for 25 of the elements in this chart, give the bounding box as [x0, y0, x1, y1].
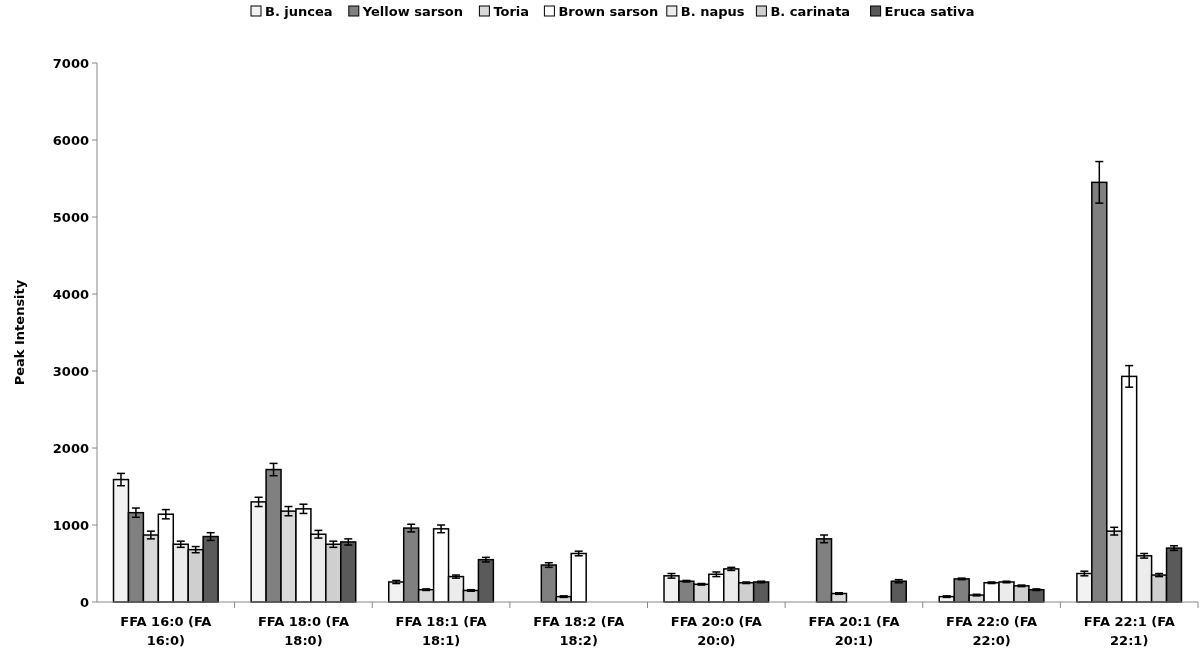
legend-label: B. napus: [680, 4, 745, 19]
x-tick-label: FFA 18:2 (FA 18:2): [533, 614, 625, 648]
legend-label: B. juncea: [265, 4, 333, 19]
x-tick-label: FFA 20:1 (FA 20:1): [808, 614, 900, 648]
x-tick-label: FFA 20:0 (FA 20:0): [670, 614, 762, 648]
y-tick-label: 2000: [52, 440, 89, 456]
y-tick-label: 3000: [52, 363, 89, 379]
y-tick-label: 4000: [52, 286, 89, 302]
x-tick-label: FFA 22:0 (FA 22:0): [946, 614, 1038, 648]
y-tick-label: 6000: [52, 132, 89, 148]
y-tick-label: 1000: [52, 517, 89, 533]
legend-label: Yellow sarson: [361, 4, 464, 19]
legend-label: Eruca sativa: [884, 4, 975, 19]
bar: [890, 580, 907, 603]
x-tick-label: FFA 18:1 (FA 18:1): [395, 614, 487, 648]
x-tick-label: FFA 16:0 (FA 16:0): [120, 614, 212, 648]
legend-label: B. carinata: [770, 4, 851, 19]
legend-label: Brown sarson: [558, 4, 659, 19]
legend-label: Toria: [493, 4, 530, 19]
x-tick-label: FFA 22:1 (FA 22:1): [1083, 614, 1175, 648]
y-axis-title: Peak Intensity: [12, 279, 27, 386]
y-tick-label: 7000: [52, 55, 89, 71]
y-tick-label: 5000: [52, 209, 89, 225]
x-tick-label: FFA 18:0 (FA 18:0): [257, 614, 349, 648]
y-tick-label: 0: [79, 594, 89, 610]
